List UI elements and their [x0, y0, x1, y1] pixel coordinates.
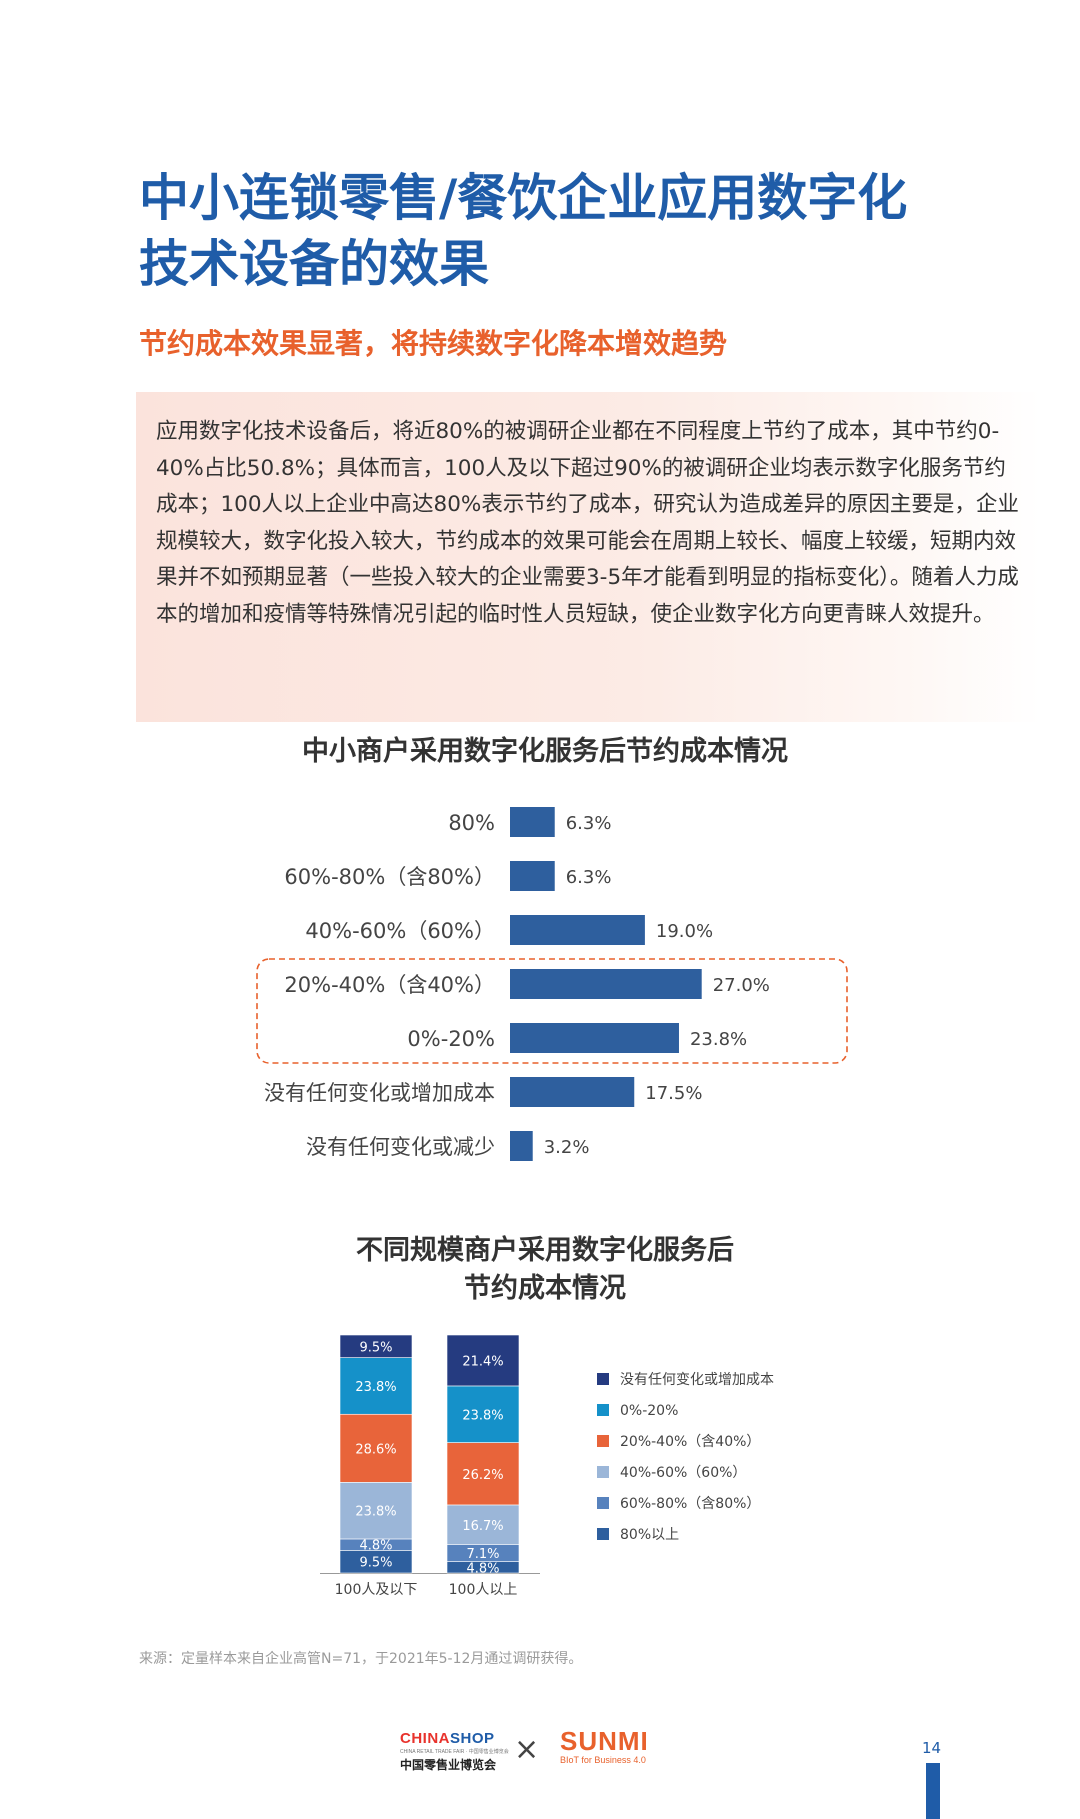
- summary-box: 应用数字化技术设备后，将近80%的被调研企业都在不同程度上节约了成本，其中节约0…: [136, 392, 1041, 722]
- bar-chart-title: 中小商户采用数字化服务后节约成本情况: [302, 736, 788, 767]
- legend-swatch: [597, 1466, 609, 1478]
- bar-value-label: 6.3%: [566, 813, 612, 834]
- stack-segment-label: 26.2%: [462, 1468, 503, 1483]
- legend-label: 20%-40%（含40%）: [620, 1434, 760, 1450]
- bar-category-label: 0%-20%: [407, 1027, 495, 1051]
- bar-chart: 80% 6.3% 60%-80%（含80%） 6.3% 40%-60%（60%） 19.0…: [256, 807, 848, 1161]
- bar: [510, 1131, 533, 1161]
- stack-segment-label: 4.8%: [359, 1539, 392, 1554]
- stack-segment: [446, 1504, 520, 1545]
- stack-category-label: 100人以上: [449, 1582, 518, 1598]
- legend-swatch: [597, 1404, 609, 1416]
- sunmi-logo: SUNMI BIoT for Business 4.0: [560, 1728, 649, 1765]
- bar-category-label: 20%-40%（含40%）: [284, 973, 495, 997]
- stack-segment: [446, 1385, 520, 1443]
- stacked-chart-title-line2: 节约成本情况: [464, 1273, 626, 1304]
- bar: [510, 1023, 679, 1053]
- highlight-box: [256, 958, 848, 1064]
- bar: [510, 861, 555, 891]
- bar-category-label: 没有任何变化或增加成本: [264, 1081, 495, 1105]
- bar: [510, 915, 645, 945]
- page-title-line2: 技术设备的效果: [139, 235, 489, 293]
- stacked-chart-title-line1: 不同规模商户采用数字化服务后: [356, 1235, 734, 1266]
- footer: CHINASHOP CHINA RETAIL TRADE FAIR · 中国零售…: [0, 1718, 1080, 1778]
- stack-segment: [339, 1334, 413, 1358]
- bar: [510, 1077, 635, 1107]
- legend-label: 60%-80%（含80%）: [620, 1496, 760, 1512]
- stack-segment: [339, 1413, 413, 1483]
- stack-segment: [446, 1442, 520, 1506]
- bar-category-label: 60%-80%（含80%）: [284, 865, 495, 889]
- stack-segment-label: 23.8%: [355, 1505, 396, 1520]
- chinashop-logo-fine: CHINA RETAIL TRADE FAIR · 中国零售业博览会: [400, 1749, 509, 1755]
- page-title: 中小连锁零售/餐饮企业应用数字化 技术设备的效果: [139, 165, 1019, 297]
- summary-text: 应用数字化技术设备后，将近80%的被调研企业都在不同程度上节约了成本，其中节约0…: [156, 419, 1019, 627]
- chinashop-logo-cn: 中国零售业博览会: [400, 1758, 497, 1772]
- legend-label: 没有任何变化或增加成本: [620, 1372, 774, 1388]
- stack-segment-label: 21.4%: [462, 1354, 503, 1369]
- legend-swatch: [597, 1435, 609, 1447]
- bar-category-label: 没有任何变化或减少: [306, 1135, 495, 1159]
- stack-segment: [339, 1357, 413, 1415]
- sunmi-logo-text: SUNMI: [560, 1726, 649, 1756]
- chinashop-logo-text1: CHINA: [400, 1730, 450, 1747]
- legend-swatch: [597, 1373, 609, 1385]
- legend-swatch: [597, 1497, 609, 1509]
- stack-segment-label: 16.7%: [462, 1519, 503, 1534]
- bar: [510, 807, 555, 837]
- bar-category-label: 40%-60%（60%）: [305, 919, 495, 943]
- legend-label: 40%-60%（60%）: [620, 1465, 746, 1481]
- bar-value-label: 3.2%: [544, 1137, 590, 1158]
- bar-value-label: 17.5%: [645, 1083, 702, 1104]
- legend-swatch: [597, 1528, 609, 1540]
- legend-label: 0%-20%: [620, 1403, 678, 1419]
- stack-segment: [446, 1334, 520, 1387]
- source-note: 来源：定量样本来自企业高管N=71，于2021年5-12月通过调研获得。: [139, 1651, 583, 1667]
- stacked-chart-title: 不同规模商户采用数字化服务后 节约成本情况: [0, 1232, 1080, 1308]
- stack-segment-label: 7.1%: [466, 1547, 499, 1562]
- stack-segment-label: 9.5%: [359, 1556, 392, 1571]
- stack-segment-label: 23.8%: [462, 1408, 503, 1423]
- legend-label: 80%以上: [620, 1527, 679, 1543]
- chinashop-logo-text2: SHOP: [450, 1730, 495, 1747]
- page-subtitle: 节约成本效果显著，将持续数字化降本增效趋势: [139, 327, 728, 360]
- bar-value-label: 19.0%: [656, 921, 713, 942]
- page-title-line1: 中小连锁零售/餐饮企业应用数字化: [139, 169, 908, 227]
- page-marker-bar: [926, 1763, 940, 1819]
- bar-category-label: 80%: [448, 811, 495, 835]
- stack-segment-label: 23.8%: [355, 1380, 396, 1395]
- chinashop-logo: CHINASHOP CHINA RETAIL TRADE FAIR · 中国零售…: [400, 1730, 509, 1773]
- stacked-bar-chart: 9.5%4.8%23.8%28.6%23.8%9.5%100人及以下4.8%7.…: [320, 1334, 774, 1598]
- sunmi-logo-tagline: BIoT for Business 4.0: [560, 1755, 646, 1765]
- stack-segment-label: 4.8%: [466, 1561, 499, 1576]
- bar-value-label: 6.3%: [566, 867, 612, 888]
- bar-value-label: 23.8%: [690, 1029, 747, 1050]
- cross-icon: ×: [514, 1732, 540, 1767]
- stack-segment-label: 28.6%: [355, 1442, 396, 1457]
- stack-segment-label: 9.5%: [359, 1340, 392, 1355]
- page-number: 14: [922, 1739, 942, 1757]
- bar-value-label: 27.0%: [713, 975, 770, 996]
- bar: [510, 969, 702, 999]
- stack-category-label: 100人及以下: [335, 1582, 418, 1598]
